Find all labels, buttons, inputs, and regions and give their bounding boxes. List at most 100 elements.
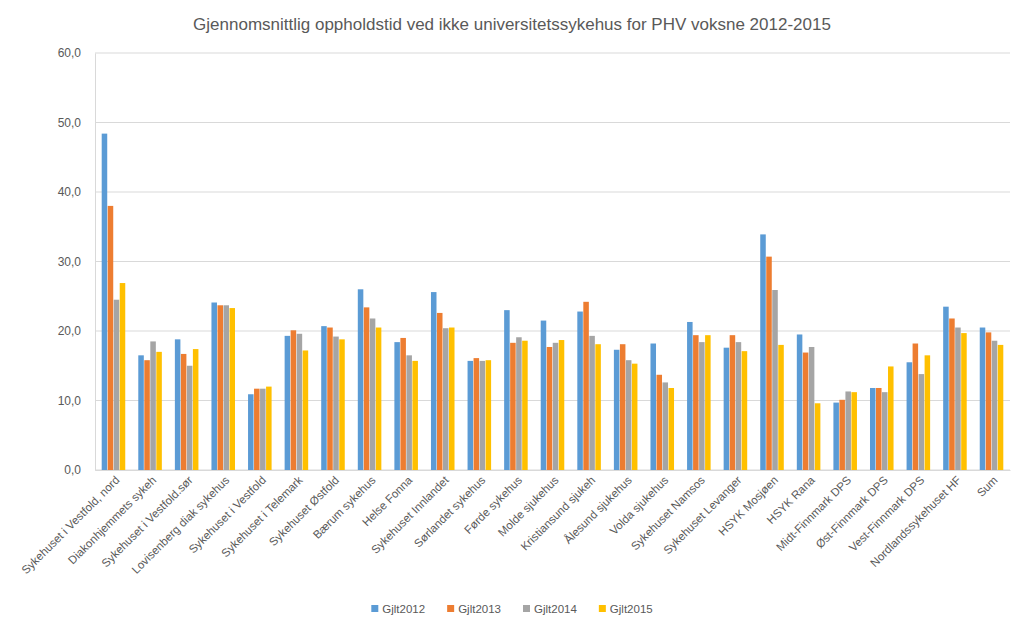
bar — [998, 345, 1004, 470]
bar — [705, 335, 711, 470]
x-tick-label: Sykehuset Østfold — [267, 474, 341, 548]
bar — [260, 389, 266, 470]
legend-swatch — [599, 605, 606, 612]
bar — [285, 336, 291, 470]
bar — [772, 290, 778, 470]
bar — [211, 303, 217, 470]
bar — [961, 333, 967, 470]
bar — [919, 374, 925, 470]
bar — [736, 342, 742, 470]
y-tick: 60,0 — [58, 46, 95, 60]
bar — [553, 343, 559, 470]
x-tick: Sum — [975, 470, 1000, 499]
bar — [797, 334, 803, 470]
x-tick: Ålesund sjukehus — [562, 470, 634, 546]
bar — [266, 387, 272, 470]
bar — [504, 310, 510, 470]
legend-item: Gjlt2013 — [447, 603, 501, 615]
legend: Gjlt2012 Gjlt2013 Gjlt2014 Gjlt2015 — [371, 603, 652, 615]
y-tick: 10,0 — [58, 394, 95, 408]
bar — [150, 341, 156, 470]
bar — [175, 339, 181, 470]
bar — [541, 321, 547, 470]
legend-swatch — [371, 605, 378, 612]
bar — [839, 400, 845, 470]
y-tick: 30,0 — [58, 255, 95, 269]
y-tick-label: 60,0 — [58, 46, 82, 60]
y-axis: 0,010,020,030,040,050,060,0 — [58, 46, 96, 477]
bar — [406, 355, 412, 470]
bar — [431, 292, 437, 470]
bar — [114, 300, 120, 470]
y-tick: 50,0 — [58, 116, 95, 130]
bar — [297, 334, 303, 470]
bar — [108, 206, 114, 470]
bar — [669, 388, 675, 470]
bar — [400, 338, 406, 470]
bar — [577, 312, 583, 470]
bar — [589, 336, 595, 470]
bar — [181, 354, 187, 470]
bar — [870, 388, 876, 470]
legend-swatch — [523, 605, 530, 612]
bar — [449, 328, 455, 470]
x-tick: Bærum sykehus — [311, 470, 378, 541]
bar — [339, 339, 345, 470]
x-tick-label: Ålesund sjukehus — [562, 474, 634, 546]
x-tick: HSYK Mosjøen — [716, 470, 780, 538]
bar — [223, 305, 229, 470]
bar — [138, 355, 144, 470]
x-tick-label: Sørlandet sykehus — [412, 474, 488, 550]
bars — [102, 134, 1004, 470]
bar — [156, 352, 162, 470]
bar — [193, 349, 199, 470]
bar — [851, 392, 857, 470]
bar — [809, 347, 815, 470]
legend-item: Gjlt2015 — [599, 603, 653, 615]
x-axis: Sykehuset i Vestfold, nordDiakonhjemmets… — [19, 470, 1010, 576]
y-tick-label: 30,0 — [58, 255, 82, 269]
bar — [656, 375, 662, 470]
legend-label: Gjlt2015 — [610, 603, 653, 615]
bar — [370, 318, 376, 470]
x-tick-label: Sum — [975, 474, 1000, 499]
bar — [522, 341, 528, 470]
series — [108, 206, 992, 470]
y-tick-label: 20,0 — [58, 324, 82, 338]
bar — [516, 337, 522, 470]
bar — [693, 335, 699, 470]
bar — [327, 328, 333, 470]
bar — [583, 302, 589, 470]
bar — [595, 344, 601, 470]
bar — [699, 342, 705, 470]
bar — [547, 347, 553, 470]
bar — [980, 328, 986, 470]
bar — [724, 348, 730, 470]
bar — [217, 305, 223, 470]
background — [0, 0, 1024, 633]
bar — [620, 344, 626, 470]
bar — [321, 326, 327, 470]
bar — [248, 394, 254, 470]
y-tick-label: 0,0 — [64, 463, 81, 477]
legend-item: Gjlt2014 — [523, 603, 577, 615]
bar — [949, 318, 955, 470]
x-tick: Kristiansund sjukeh — [518, 470, 597, 553]
bar — [845, 391, 851, 470]
bar — [815, 403, 821, 470]
bar — [443, 328, 449, 470]
bar — [559, 340, 565, 470]
bar — [833, 403, 839, 470]
legend-label: Gjlt2012 — [382, 603, 425, 615]
bar — [876, 388, 882, 470]
x-tick-label: Nordlandssykehuset HF — [868, 474, 963, 569]
bar — [120, 283, 126, 470]
bar — [760, 234, 766, 470]
series — [102, 134, 986, 470]
y-tick-label: 50,0 — [58, 116, 82, 130]
bar — [437, 313, 443, 470]
bar — [229, 308, 235, 470]
bar — [394, 342, 400, 470]
bar — [474, 358, 480, 470]
grid-line — [95, 261, 1010, 262]
